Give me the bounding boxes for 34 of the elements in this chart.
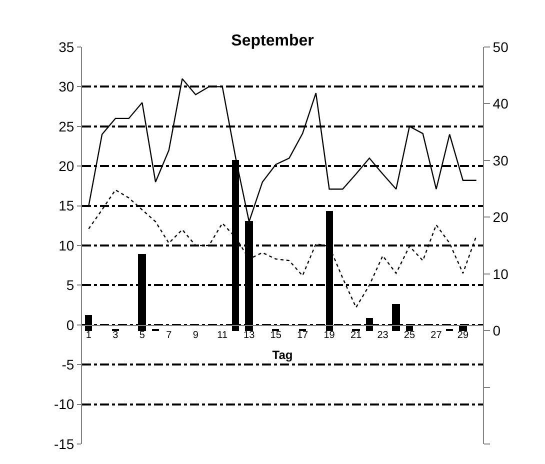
x-tick-label: 9 xyxy=(192,330,199,341)
x-tick-label: 11 xyxy=(217,330,228,341)
y-tick-label: -5 xyxy=(62,356,74,372)
y-tick-label: -10 xyxy=(54,396,74,412)
x-tick-label: 1 xyxy=(86,330,92,341)
x-tick-label: 7 xyxy=(166,330,172,341)
x-tick-label: 17 xyxy=(296,330,309,341)
y-tick-label: 10 xyxy=(58,237,74,254)
x-tick-label: 21 xyxy=(350,330,362,341)
y-tick-label: 20 xyxy=(58,158,74,174)
x-axis-title: Tag xyxy=(272,348,293,362)
x-tick-label: 3 xyxy=(112,330,119,341)
x-tick-label: 23 xyxy=(377,330,389,341)
y-tick-label: 0 xyxy=(66,316,74,333)
x-tick-label: 5 xyxy=(139,330,146,341)
y-tick-label: 25 xyxy=(58,118,74,134)
y-tick-label: 5 xyxy=(66,277,74,294)
y2-tick-label: 0 xyxy=(492,322,501,338)
chart-title: September xyxy=(231,32,314,50)
y-tick-label: 30 xyxy=(58,78,74,95)
x-tick-label: 25 xyxy=(404,330,416,341)
y2-tick-label: 10 xyxy=(492,266,509,282)
y-tick-label: -15 xyxy=(54,436,74,452)
y2-tick-label: 40 xyxy=(492,96,509,112)
x-tick-label: 29 xyxy=(457,330,469,341)
y-tick-label: 15 xyxy=(58,198,74,214)
x-tick-label: 15 xyxy=(270,330,282,341)
x-tick-label: 13 xyxy=(244,330,256,341)
x-tick-label: 19 xyxy=(324,330,336,341)
y-tick-label: 35 xyxy=(58,38,74,55)
y2-tick-label: 50 xyxy=(492,38,509,55)
y2-tick-label: 20 xyxy=(492,209,509,226)
y2-tick-label: 30 xyxy=(492,152,509,168)
x-tick-label: 27 xyxy=(430,330,442,341)
